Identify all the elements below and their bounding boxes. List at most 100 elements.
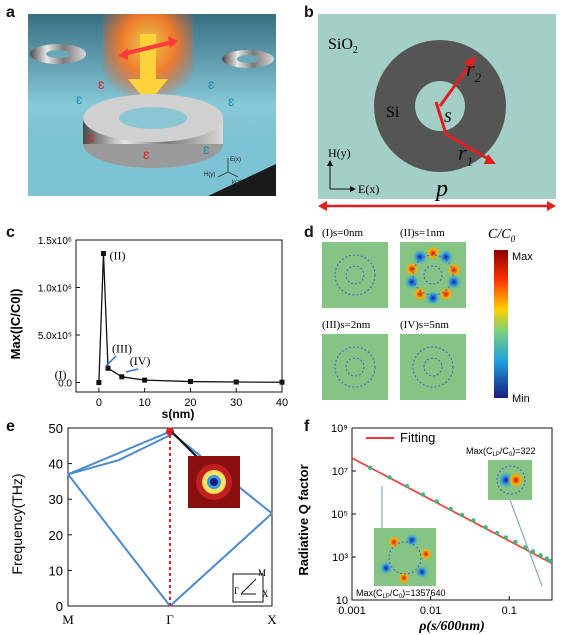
si-label: Si [386,104,400,121]
chart-f-point [523,545,528,550]
chart-f-point [459,512,465,518]
r2-label: r [466,56,475,81]
panel-d-fieldmaps: (I)s=0nm (II)s=1nm (III)s=2nm (IV)s=5nm … [322,227,533,405]
band-line [67,473,171,607]
chart-c-xtick-label: 20 [184,397,196,409]
chart-f-ytick-label: 10³ [332,552,348,564]
chart-f-ytick-label: 10⁹ [331,423,348,435]
svg-text:Max(CLP/C0)=1357640: Max(CLP/C0)=1357640 [356,588,445,600]
s-label: s [444,105,452,127]
mode-inset-e [188,456,240,508]
panel-label-f: f [304,418,310,435]
hy-label: H(y) [328,146,351,160]
chart-c-annotation-II: (II) [109,249,125,263]
panel-label-e: e [6,418,15,435]
inset-gamma: Γ [234,586,239,596]
field-map-III [322,334,388,400]
panel-a-illustration: ɛ ɛ ɛ ɛ ɛ ɛ ɛ E(x) H(y) k(z) [28,14,276,196]
svg-text:SiO2: SiO2 [328,36,358,56]
brillouin-zone-inset: Γ M X [232,568,269,603]
chart-f-point [538,553,543,558]
inset-top-label: Max(C [466,446,493,456]
chart-c-ytick-label: 1.5x10⁶ [38,236,72,247]
chart-f-point [448,506,453,512]
chart-c-line [98,253,283,383]
svg-text:ɛ: ɛ [98,76,105,92]
chart-c-point [142,377,148,383]
chart-e-ytick-label: 30 [49,492,63,507]
map-I-label: (I)s=0nm [322,227,363,239]
panel-c-chart: 0 10 20 30 40 0.0 5.0x10⁵ 1.0x10⁶ 1.5x10⁶ Max(|C… [8,236,288,421]
chart-c-point [105,365,111,371]
chart-c-point [233,379,239,385]
map-III-label: (III)s=2nm [322,319,371,331]
chart-f-point [513,539,518,545]
panel-a-ex-label: E(x) [230,157,241,163]
panel-f-chart: 0.001 0.01 0.1 10 10³ 10⁵ 10⁷ 10⁹ Fitting Max(C… [296,423,553,634]
field-map-IV [400,334,466,400]
chart-e-ytick-label: 0 [56,599,63,614]
colorbar-max: Max [512,251,533,263]
chart-e-ytick-label: 20 [49,528,63,543]
svg-text:r2: r2 [466,56,482,85]
panel-b-diagram: SiO2 Si r2 s r1 H(y) E(x) p [318,14,556,211]
chart-f-point [530,549,536,554]
band-line [67,434,171,476]
panel-a-kz-label: k(z) [232,180,242,186]
chart-f-point [420,492,426,497]
chart-f-point [434,499,440,504]
chart-c-xtick-label: 10 [139,397,151,409]
p-label: p [434,176,448,202]
chart-f-xlabel: ρ(s/600nm) [418,619,485,634]
svg-text:ɛ: ɛ [143,146,150,162]
chart-c-frame [75,239,283,393]
chart-f-ytick-label: 10⁷ [332,466,348,478]
chart-c-annotation-I: (I) [55,368,67,382]
panel-a-hy-label: H(y) [204,172,215,178]
chart-c-xtick-label: 40 [276,397,288,409]
chart-f-ylabel: Radiative Q factor [296,464,311,575]
chart-c-annotation-IV: (IV) [130,354,151,368]
mode-inset-f-bottom [374,528,436,586]
gamma-highlight-point [166,427,174,436]
r2-arrow [438,61,474,107]
ex-label: E(x) [358,182,379,196]
chart-f-point [494,530,500,536]
svg-text:ɛ: ɛ [88,129,95,145]
band-line [67,430,171,476]
inset-x: X [262,589,269,599]
svg-text:Max(CLP/C0)=322: Max(CLP/C0)=322 [466,446,535,458]
chart-e-xtick-label: Γ [166,612,174,627]
colorbar-title: C/C [488,227,511,242]
panel-label-c: c [6,224,15,241]
chart-f-ytick-label: 10⁵ [331,509,348,521]
chart-f-ytick-label: 10 [336,595,348,607]
band-line [169,512,273,607]
legend-fitting-label: Fitting [400,430,435,445]
mode-inset-f-top [488,460,532,500]
chart-c-point [96,380,102,385]
panel-label-d: d [304,224,314,241]
svg-text:ɛ: ɛ [203,141,210,157]
map-IV-label: (IV)s=5nm [400,319,449,331]
map-II-label: (II)s=1nm [400,227,445,239]
chart-c-point [187,379,193,385]
svg-text:ɛ: ɛ [76,91,83,107]
field-map-II [400,242,466,308]
chart-c-point [279,379,285,385]
chart-e-xtick-label: M [62,612,74,627]
r1-arrow [445,132,491,162]
chart-c-ytick-label: 1.0x10⁶ [38,284,72,295]
chart-c-point [119,374,125,380]
inset-bottom-label: Max(C [356,588,383,598]
colorbar [494,250,508,398]
svg-text:C/C0: C/C0 [488,227,516,244]
chart-c-ylabel: Max(|C/C0|) [8,289,23,360]
field-map-I [322,242,388,308]
svg-text:r1: r1 [458,140,473,169]
chart-f-point [544,556,549,561]
chart-e-ytick-label: 10 [49,563,63,578]
chart-c-point [100,251,106,257]
chart-c-xtick-label: 30 [230,397,242,409]
panel-label-a: a [6,4,15,21]
